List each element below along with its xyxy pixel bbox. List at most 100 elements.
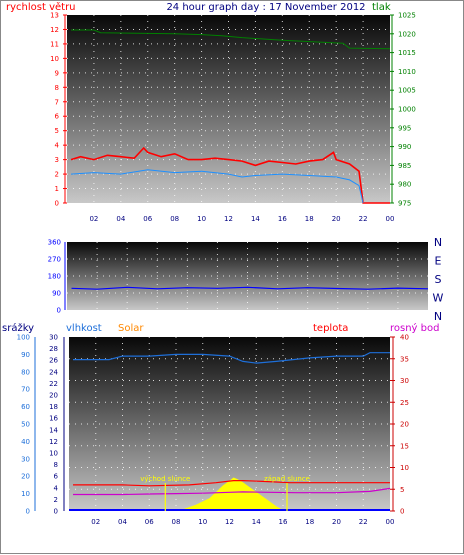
rain-tick: 10 [49,450,58,458]
wind-speed-axis-title: rychlost větru [6,1,76,13]
direction-tick: 360 [48,239,61,247]
rain-tick: 8 [54,461,58,469]
rain-tick: 28 [49,345,58,353]
climate-x-tick: 12 [225,518,234,526]
humidity-tick: 0 [26,508,30,516]
climate-plot-series [69,352,391,511]
wind-speed-line [70,146,390,204]
humidity-tick: 10 [21,490,30,498]
chart-title: 24 hour graph day : 17 November 2012 [166,2,365,13]
temperature-tick: 0 [400,508,404,516]
humidity-tick: 50 [21,421,30,429]
humidity-tick: 90 [21,351,30,359]
pressure-tick: 985 [398,162,411,170]
wind-speed-tick: 7 [55,98,59,106]
temperature-tick: 5 [400,486,404,494]
wind-x-tick: 06 [143,215,152,223]
climate-x-tick: 04 [118,518,127,526]
dew-point-line [73,487,391,496]
compass-label: S [435,273,442,286]
pressure-tick: 1025 [398,12,416,20]
pressure-axis-title: tlak [372,2,391,13]
direction-plot-grid [67,242,428,310]
humidity-tick: 40 [21,438,30,446]
rain-tick: 0 [54,508,58,516]
pressure-tick: 1005 [398,87,416,95]
wind-speed-tick: 1 [55,185,59,193]
wind-average-line [70,169,364,204]
climate-x-tick: 22 [359,518,368,526]
pressure-tick: 975 [398,200,411,208]
temperature-tick: 25 [400,399,409,407]
pressure-tick: 1015 [398,49,416,57]
wind-speed-tick: 6 [55,113,60,121]
climate-x-tick: 16 [279,518,288,526]
climate-x-tick: 06 [145,518,154,526]
rain-tick: 4 [54,484,59,492]
wind-speed-tick: 8 [55,84,59,92]
climate-x-tick: 10 [198,518,207,526]
pressure-tick: 995 [398,124,411,132]
climate-x-tick: 18 [305,518,314,526]
humidity-ticks: 0 10 20 30 40 50 60 70 80 90 100 [17,334,36,516]
direction-tick: 270 [48,256,61,264]
rain-tick: 14 [49,426,58,434]
wind-speed-tick: 11 [50,40,59,48]
climate-x-ticks: 02 04 06 08 10 12 14 16 18 20 22 00 [91,518,394,526]
sun-markers: východ slunce západ slunce [140,475,310,511]
humidity-tick: 100 [17,334,30,342]
rain-tick: 26 [49,357,58,365]
rain-tick: 12 [49,438,58,446]
sunrise-label: východ slunce [140,475,190,483]
pressure-tick: 990 [398,143,411,151]
wind-speed-tick: 9 [55,69,59,77]
climate-x-tick: 02 [91,518,100,526]
direction-ticks: 0 90 180 270 360 [48,239,66,315]
temperature-tick: 10 [400,464,409,472]
wind-x-tick: 20 [332,215,341,223]
climate-x-tick: 14 [252,518,261,526]
pressure-line [71,29,391,50]
sunset-label: západ slunce [264,475,310,483]
pressure-tick: 1020 [398,30,416,38]
temperature-tick: 15 [400,442,409,450]
solar-area [169,477,283,511]
temperature-ticks: 0 5 10 15 20 25 30 35 40 [390,334,409,516]
wind-x-tick: 02 [89,215,98,223]
temperature-tick: 30 [400,377,409,385]
wind-direction-line [71,286,429,290]
direction-tick: 180 [48,273,61,281]
compass-label: N [434,310,442,323]
wind-x-ticks: 02 04 06 08 10 12 14 16 18 20 22 00 [89,215,394,223]
compass-label: W [433,292,444,305]
direction-plot-series [71,286,429,290]
compass-label: N [434,236,442,249]
pressure-tick: 1010 [398,68,416,76]
temperature-tick: 40 [400,334,409,342]
humidity-tick: 20 [21,473,30,481]
pressure-ticks: 975 980 985 990 995 1000 1005 1010 1015 1020 1025 [390,12,416,208]
wind-speed-tick: 12 [50,26,59,34]
humidity-tick: 30 [21,455,30,463]
pressure-tick: 980 [398,181,411,189]
rain-tick: 16 [49,415,58,423]
direction-tick: 90 [52,290,61,298]
wind-x-tick: 16 [278,215,287,223]
wind-x-tick: 22 [359,215,368,223]
climate-x-tick: 00 [386,518,395,526]
humidity-axis-title: vlhkost [66,323,102,334]
temperature-line [73,480,390,487]
temperature-tick: 20 [400,421,409,429]
wind-speed-tick: 0 [55,200,59,208]
wind-speed-tick: 4 [55,142,60,150]
wind-x-tick: 10 [197,215,206,223]
wind-x-tick: 00 [386,215,395,223]
temperature-tick: 35 [400,355,409,363]
rain-tick: 2 [54,496,58,504]
rain-tick: 22 [49,380,58,388]
direction-tick: 0 [57,307,61,315]
